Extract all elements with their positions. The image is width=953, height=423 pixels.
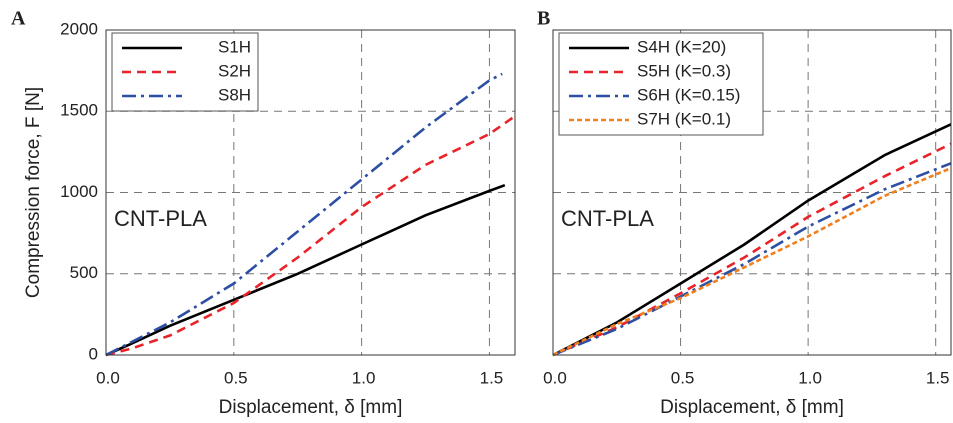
annotation: CNT-PLA — [561, 206, 654, 231]
x-axis-label: Displacement, δ [mm] — [660, 397, 844, 418]
x-tick-label: 0.5 — [671, 368, 695, 387]
legend-box — [558, 32, 764, 136]
plot-frame — [105, 29, 516, 356]
y-tick-label: 0 — [89, 344, 98, 363]
plot-frame — [552, 29, 952, 356]
legend-label: S8H — [218, 85, 251, 104]
series-line — [552, 142, 952, 357]
y-tick-label: 2000 — [60, 19, 98, 38]
panel-label: B — [537, 8, 550, 30]
y-axis-label: Compression force, F [N] — [23, 87, 44, 298]
series-line — [552, 162, 952, 357]
legend-label: S2H — [218, 61, 251, 80]
x-tick-label: 1.0 — [798, 368, 822, 387]
x-tick-label: 1.5 — [480, 368, 504, 387]
series-line — [105, 115, 516, 357]
y-tick-label: 1500 — [60, 101, 98, 120]
legend-box — [111, 32, 259, 112]
series-line — [105, 72, 503, 357]
series-line — [105, 183, 506, 357]
legend-label: S5H (K=0.3) — [637, 61, 731, 80]
annotation: CNT-PLA — [114, 206, 207, 231]
panel-label: A — [11, 8, 26, 30]
x-tick-label: 0.5 — [224, 368, 248, 387]
legend-label: S1H — [218, 37, 251, 56]
y-tick-label: 1000 — [60, 182, 98, 201]
series-line — [552, 166, 952, 357]
series-line — [552, 123, 952, 357]
legend-label: S4H (K=20) — [637, 37, 726, 56]
x-axis-label: Displacement, δ [mm] — [219, 397, 403, 418]
x-tick-label: 1.0 — [352, 368, 376, 387]
x-tick-label: 1.5 — [926, 368, 950, 387]
legend-label: S7H (K=0.1) — [637, 109, 731, 128]
legend-label: S6H (K=0.15) — [637, 85, 740, 104]
y-tick-label: 500 — [70, 263, 98, 282]
x-tick-label: 0.0 — [96, 368, 120, 387]
x-tick-label: 0.0 — [543, 368, 567, 387]
